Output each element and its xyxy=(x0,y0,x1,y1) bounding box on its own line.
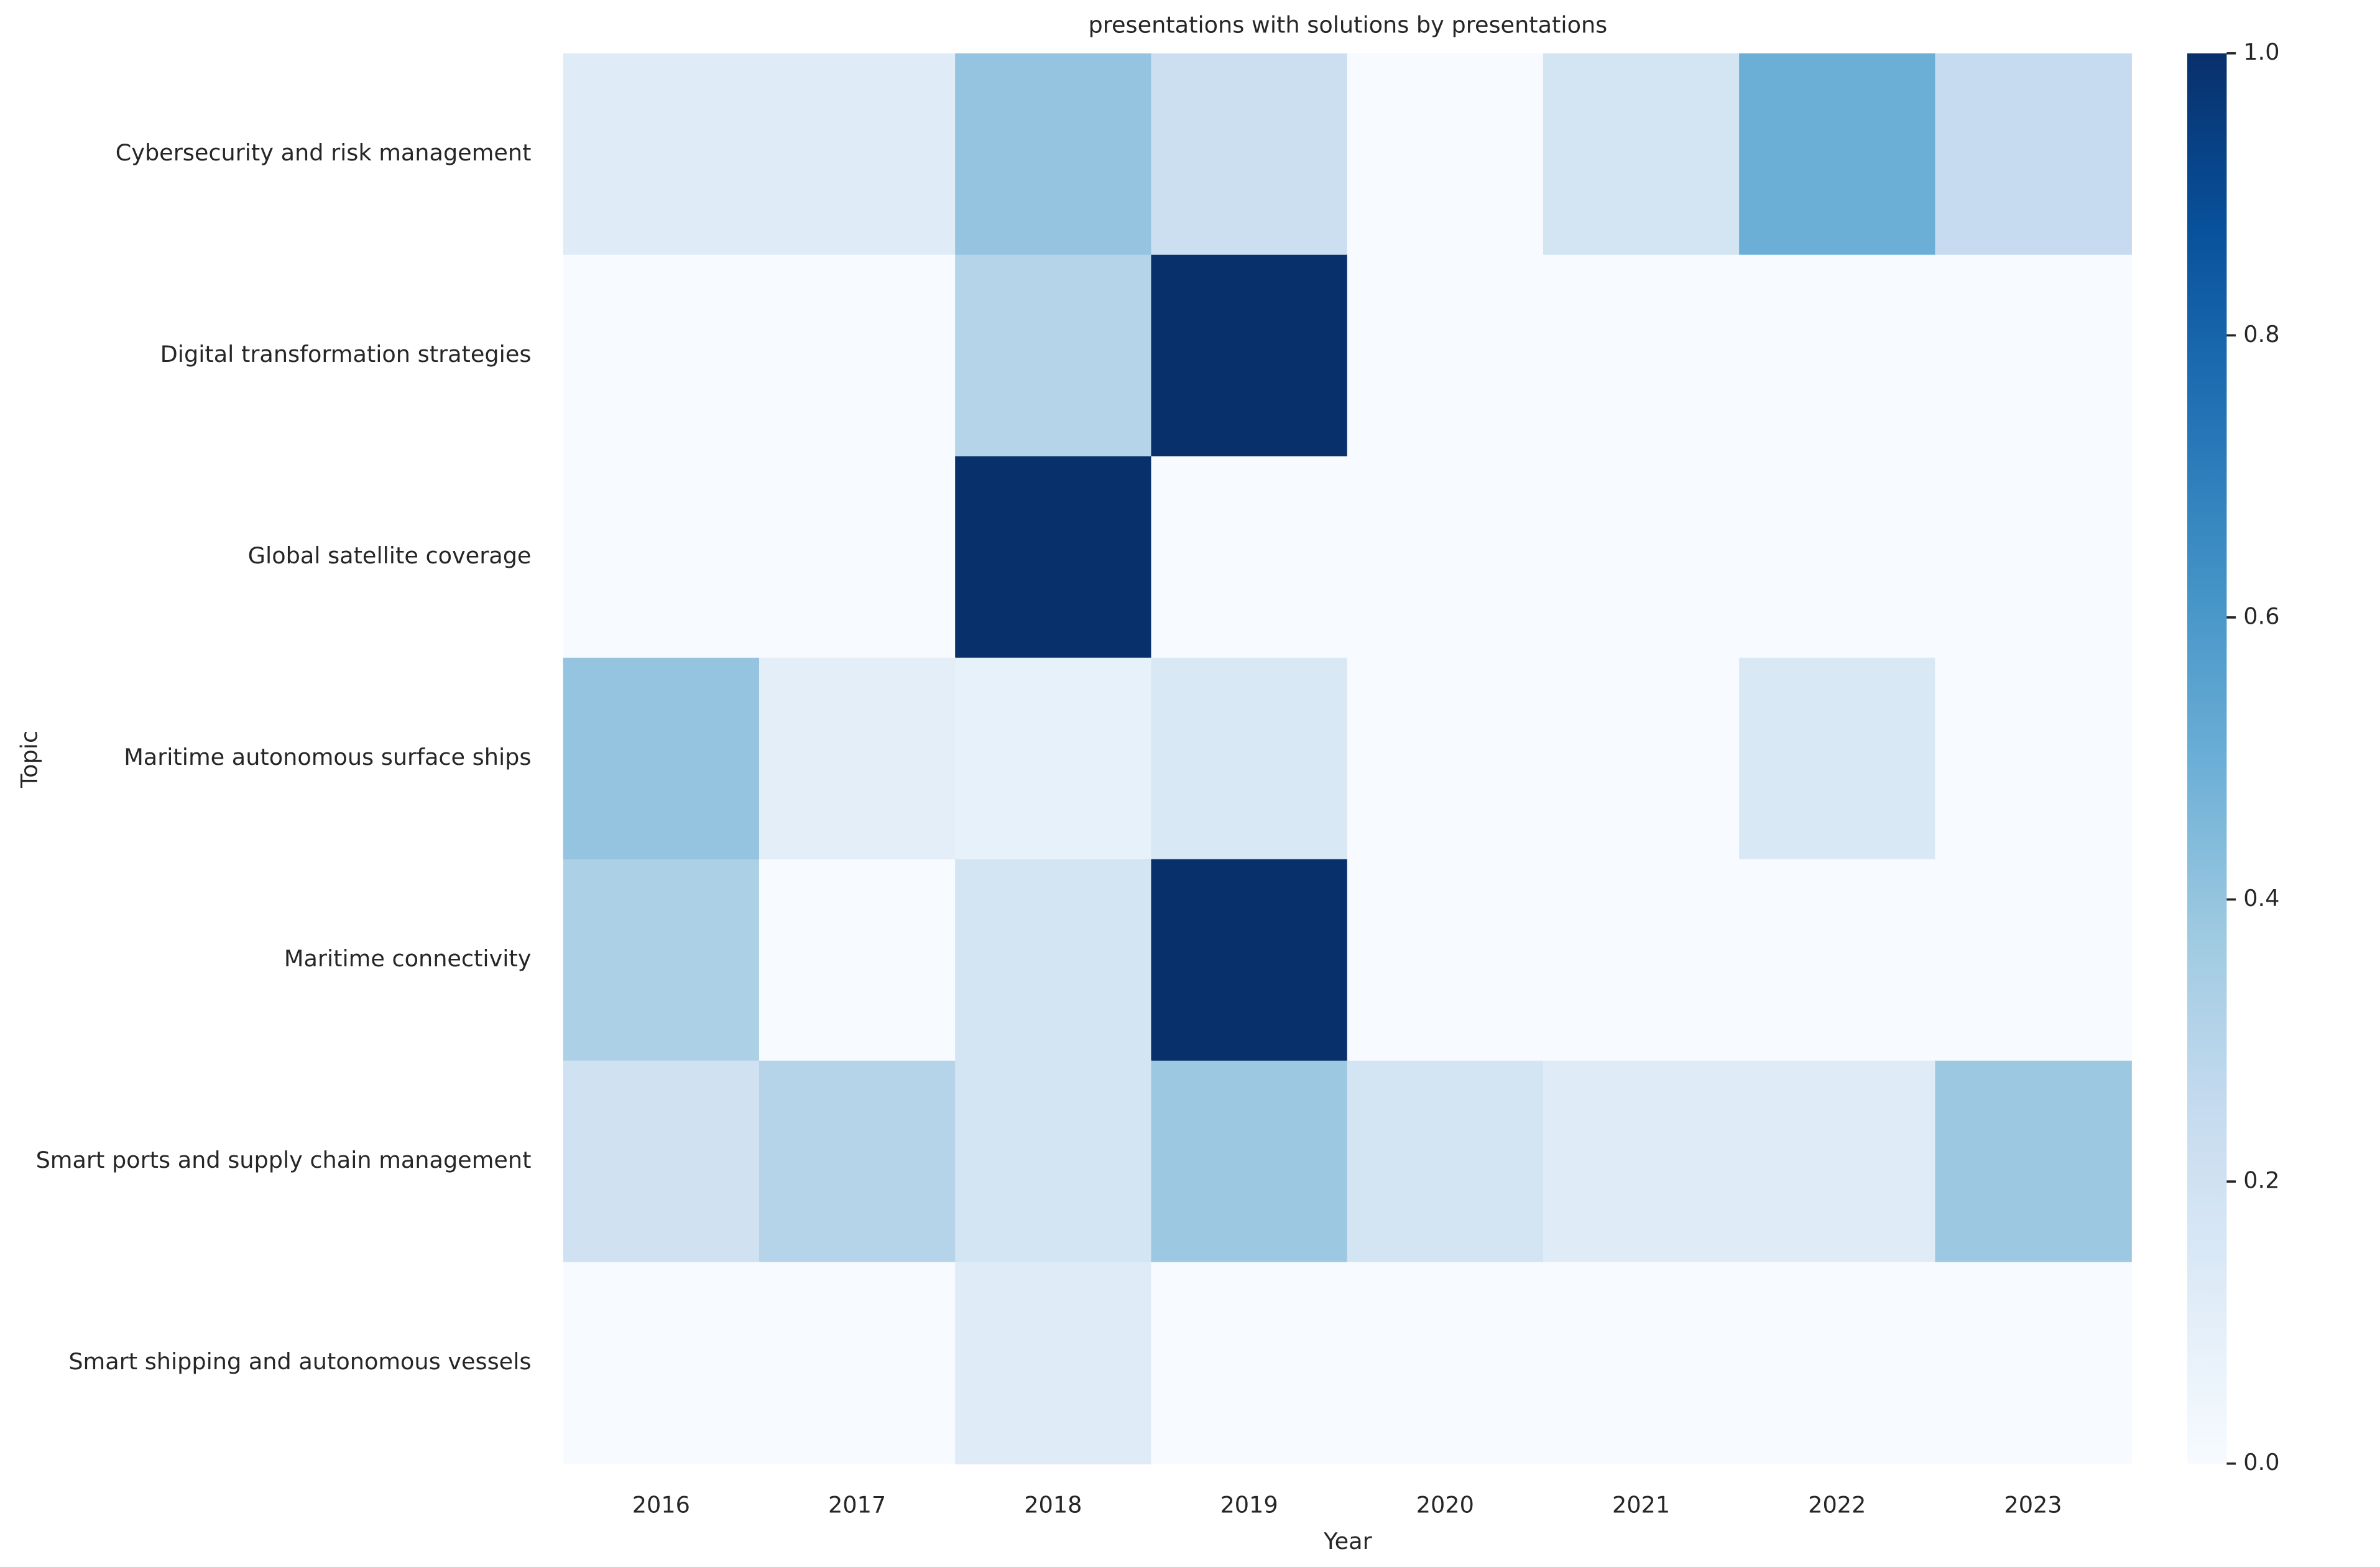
x-tick-label: 2016 xyxy=(632,1492,690,1518)
x-tick-label: 2020 xyxy=(1416,1492,1474,1518)
heatmap-cell xyxy=(1347,859,1544,1061)
heatmap-cell xyxy=(759,859,956,1061)
heatmap-cell xyxy=(955,254,1152,457)
heatmap-cell xyxy=(955,859,1152,1061)
heatmap-cell xyxy=(1935,456,2132,659)
heatmap-cell xyxy=(955,1060,1152,1263)
heatmap-cell xyxy=(1543,1060,1740,1263)
colorbar-tick-label: 0.2 xyxy=(2243,1167,2279,1194)
x-tick-label: 2022 xyxy=(1808,1492,1866,1518)
y-tick-label: Digital transformation strategies xyxy=(160,341,532,367)
heatmap-cell xyxy=(1347,254,1544,457)
heatmap-cell xyxy=(1151,1060,1348,1263)
x-tick-label: 2023 xyxy=(2004,1492,2062,1518)
heatmap-cell xyxy=(759,657,956,860)
x-tick-label: 2017 xyxy=(828,1492,886,1518)
y-tick-label: Cybersecurity and risk management xyxy=(116,139,532,166)
colorbar-tick-label: 0.8 xyxy=(2243,321,2279,348)
x-axis-label: Year xyxy=(1323,1528,1372,1555)
heatmap-cell xyxy=(1935,859,2132,1061)
heatmap-cell xyxy=(1347,1060,1544,1263)
heatmap-cell xyxy=(1347,1262,1544,1464)
heatmap-cell xyxy=(563,657,760,860)
heatmap-cell xyxy=(1347,456,1544,659)
heatmap-cell xyxy=(1935,53,2132,256)
heatmap-cell xyxy=(955,456,1152,659)
heatmap-cell xyxy=(759,1262,956,1464)
heatmap-cell xyxy=(1151,53,1348,256)
heatmap-cell xyxy=(1935,1262,2132,1464)
x-tick-label: 2021 xyxy=(1612,1492,1670,1518)
heatmap-cell xyxy=(1739,859,1936,1061)
heatmap-cell xyxy=(563,859,760,1061)
heatmap-cell xyxy=(1543,53,1740,256)
colorbar-tick-label: 1.0 xyxy=(2243,39,2279,65)
colorbar-tick-label: 0.4 xyxy=(2243,885,2279,912)
heatmap-cell xyxy=(1347,53,1544,256)
x-tick-label: 2018 xyxy=(1024,1492,1082,1518)
heatmap-cell xyxy=(1739,254,1936,457)
colorbar-tick-label: 0.0 xyxy=(2243,1449,2279,1476)
heatmap-cell xyxy=(1151,657,1348,860)
heatmap-cell xyxy=(1543,1262,1740,1464)
heatmap-cell xyxy=(1151,254,1348,457)
y-tick-label: Global satellite coverage xyxy=(248,542,532,569)
y-axis-label: Topic xyxy=(16,731,42,788)
heatmap-cell xyxy=(759,53,956,256)
heatmap-cell xyxy=(1739,1060,1936,1263)
heatmap-cell xyxy=(1151,456,1348,659)
heatmap-cell xyxy=(563,456,760,659)
heatmap-cell xyxy=(1739,657,1936,860)
heatmap-cell xyxy=(1935,254,2132,457)
heatmap-cell xyxy=(563,53,760,256)
heatmap-cell xyxy=(1543,859,1740,1061)
y-tick-label: Maritime connectivity xyxy=(284,945,532,972)
heatmap-cell xyxy=(563,254,760,457)
heatmap-cell xyxy=(1151,859,1348,1061)
heatmap-cell xyxy=(759,254,956,457)
heatmap-cell xyxy=(955,1262,1152,1464)
heatmap-cell xyxy=(1739,53,1936,256)
chart-title: presentations with solutions by presenta… xyxy=(1089,11,1608,38)
x-tick-label: 2019 xyxy=(1220,1492,1278,1518)
heatmap-cell xyxy=(1543,456,1740,659)
heatmap-cell xyxy=(563,1262,760,1464)
heatmap-cell xyxy=(759,456,956,659)
colorbar xyxy=(2187,53,2227,1464)
heatmap-cell xyxy=(955,53,1152,256)
y-tick-label: Smart ports and supply chain management xyxy=(36,1147,532,1173)
heatmap-cell xyxy=(1739,456,1936,659)
heatmap-cell xyxy=(955,657,1152,860)
y-tick-label: Smart shipping and autonomous vessels xyxy=(68,1348,531,1375)
heatmap-cell xyxy=(1935,1060,2132,1263)
heatmap-cell xyxy=(563,1060,760,1263)
heatmap-cell xyxy=(1347,657,1544,860)
heatmap-cell xyxy=(1543,254,1740,457)
y-tick-label: Maritime autonomous surface ships xyxy=(124,744,531,770)
heatmap-cell xyxy=(1151,1262,1348,1464)
heatmap-cell xyxy=(1543,657,1740,860)
heatmap-cell xyxy=(759,1060,956,1263)
heatmap-cell xyxy=(1935,657,2132,860)
heatmap-cell xyxy=(1739,1262,1936,1464)
colorbar-tick-label: 0.6 xyxy=(2243,603,2279,629)
